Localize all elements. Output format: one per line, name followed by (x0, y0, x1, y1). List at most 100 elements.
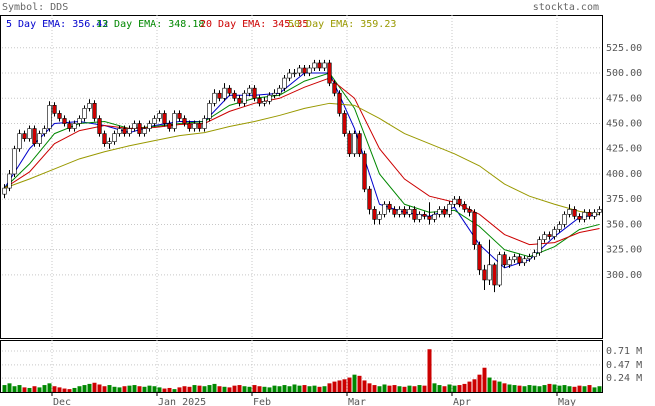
volume-bar (92, 382, 97, 392)
volume-bar (117, 387, 122, 392)
y-tick-label: 450.00 (606, 119, 642, 130)
volume-bar (572, 386, 577, 392)
candle-body (267, 94, 272, 102)
candle-body (597, 209, 602, 213)
candle-body (272, 92, 277, 96)
volume-bar (132, 385, 137, 392)
volume-bar (502, 383, 507, 392)
volume-bar (592, 387, 597, 392)
volume-bar (332, 381, 337, 392)
candle-body (292, 72, 297, 75)
volume-bar (152, 386, 157, 392)
volume-bar (302, 385, 307, 392)
y-tick-label: 525.00 (606, 43, 642, 54)
volume-bar (382, 384, 387, 392)
volume-bar (242, 386, 247, 392)
candle-body (362, 153, 367, 190)
candle-body (452, 198, 457, 205)
candle-body (377, 214, 382, 220)
volume-bar (127, 385, 132, 392)
source: stockta.com (533, 2, 599, 13)
volume-bar (77, 386, 82, 392)
volume-bar (217, 386, 222, 392)
candle-body (152, 118, 157, 124)
candle-body (592, 212, 597, 217)
volume-tick-label: 0.47 M (606, 360, 642, 371)
y-tick-label: 425.00 (606, 144, 642, 155)
volume-bar (162, 388, 167, 392)
candle-body (132, 123, 137, 129)
volume-bar (287, 386, 292, 392)
candle-body (517, 256, 522, 264)
volume-bar (582, 386, 587, 392)
volume-bar (412, 386, 417, 392)
candle-body (512, 256, 517, 261)
candle-body (62, 118, 67, 124)
volume-bar (462, 383, 467, 392)
volume-bar (272, 385, 277, 392)
volume-bar (197, 385, 202, 392)
candle-body (17, 133, 22, 150)
volume-bar (352, 374, 357, 392)
candle-body (197, 123, 202, 129)
candle-body (442, 209, 447, 215)
candle-body (527, 256, 532, 260)
candle-body (47, 105, 52, 129)
candle-body (297, 67, 302, 74)
volume-bar (452, 385, 457, 392)
x-tick-label: May (558, 397, 576, 406)
candle-body (457, 198, 462, 205)
candle-body (42, 128, 47, 134)
candle-body (187, 123, 192, 129)
candle-body (472, 212, 477, 245)
candle-body (562, 214, 567, 225)
candle-body (582, 212, 587, 220)
candle-body (487, 264, 492, 281)
candle-body (357, 133, 362, 155)
candle-body (122, 128, 127, 134)
candle-body (222, 87, 227, 99)
candle-body (107, 141, 112, 144)
candle-body (502, 254, 507, 266)
volume-bar (212, 383, 217, 392)
candle-body (57, 113, 62, 119)
volume-bar (467, 381, 472, 392)
volume-bar (177, 387, 182, 392)
y-tick-label: 375.00 (606, 194, 642, 205)
candle-body (147, 123, 152, 129)
volume-bar (317, 386, 322, 392)
candle-body (332, 82, 337, 94)
volume-bar (397, 386, 402, 392)
volume-bar (32, 386, 37, 392)
volume-bar (587, 385, 592, 392)
candle-body (247, 87, 252, 94)
volume-bar (522, 386, 527, 392)
volume-bar (427, 349, 432, 392)
candle-body (312, 62, 317, 69)
volume-bar (537, 386, 542, 392)
candle-body (432, 214, 437, 220)
volume-bar (437, 385, 442, 392)
candle-body (392, 209, 397, 215)
candle-body (447, 203, 452, 215)
volume-bar (187, 386, 192, 392)
volume-bar (7, 383, 12, 392)
candle-body (402, 209, 407, 215)
volume-bar (422, 385, 427, 392)
y-tick-label: 300.00 (606, 270, 642, 281)
volume-bar (377, 386, 382, 392)
volume-bar (337, 380, 342, 392)
volume-bar (232, 385, 237, 392)
volume-bar (97, 384, 102, 392)
candle-body (307, 67, 312, 74)
volume-bar (432, 383, 437, 392)
legend-entry: 20 Day EMA: 345.35 (200, 19, 308, 30)
volume-bar (247, 386, 252, 392)
volume-bar (167, 387, 172, 392)
y-tick-label: 500.00 (606, 68, 642, 79)
volume-bar (312, 385, 317, 392)
candle-body (317, 62, 322, 69)
candle-body (282, 77, 287, 89)
volume-bar (367, 383, 372, 392)
candle-body (87, 103, 92, 109)
